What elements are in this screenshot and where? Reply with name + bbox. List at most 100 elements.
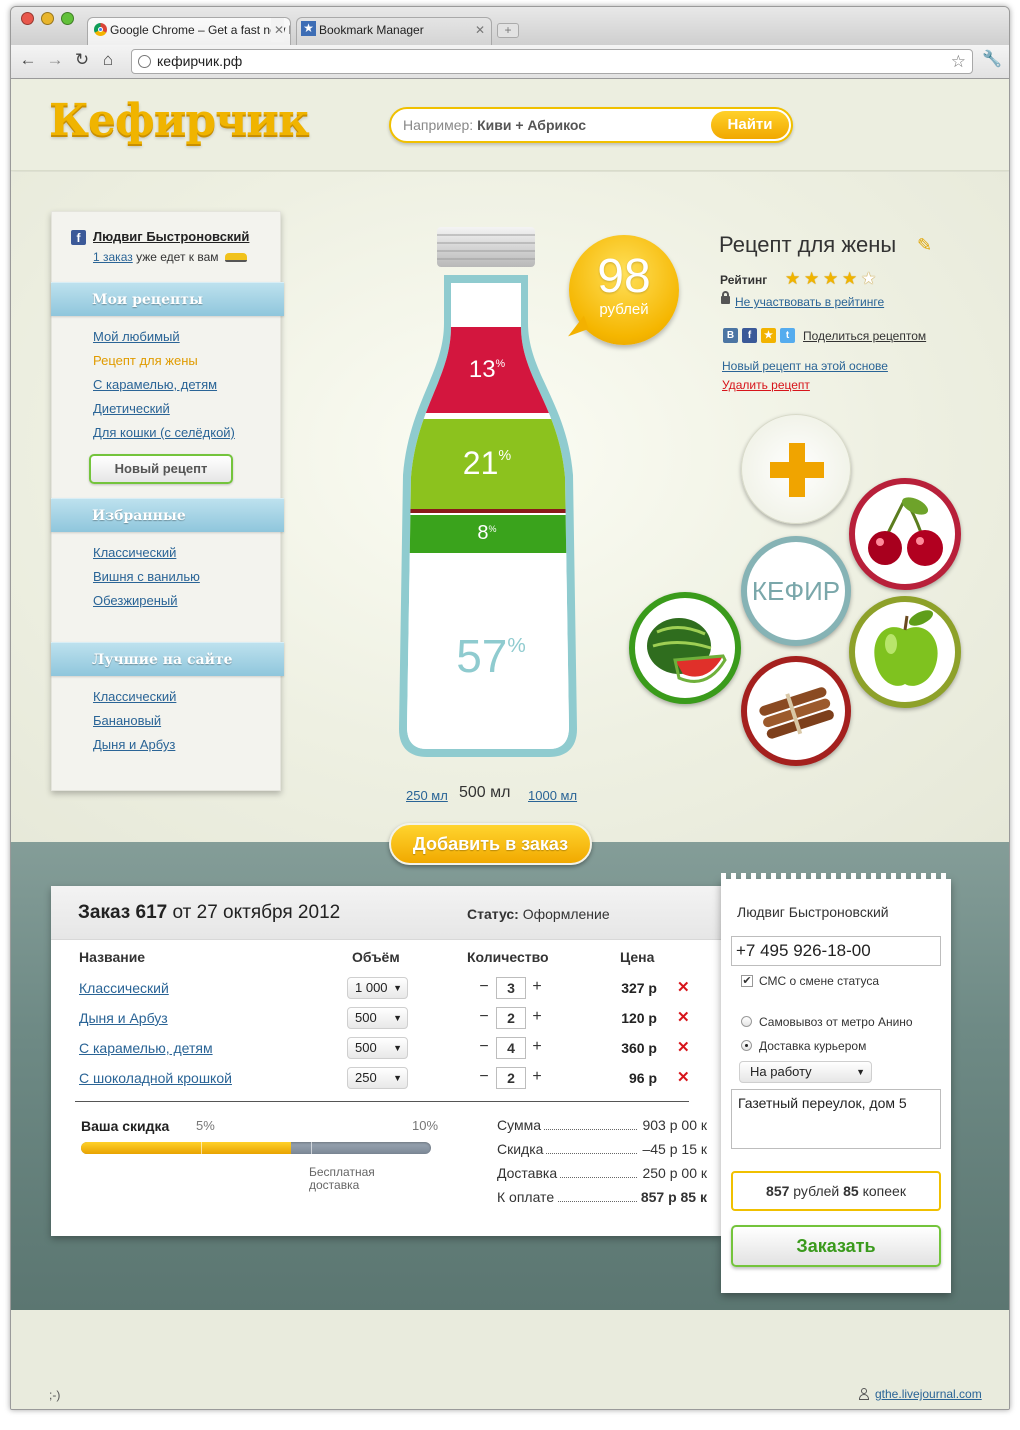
reload-icon[interactable]: ↻ (74, 50, 90, 69)
user-name[interactable]: Людвиг Быстроновский (93, 229, 250, 244)
vk-icon[interactable]: B (723, 328, 738, 343)
close-window-button[interactable] (21, 12, 34, 25)
close-tab-icon[interactable]: ✕ (474, 23, 485, 37)
sms-label: СМС о смене статуса (759, 974, 880, 988)
plus-button[interactable]: + (532, 978, 542, 995)
remove-item-icon[interactable]: ✕ (677, 1039, 690, 1056)
new-based-recipe-link[interactable]: Новый рецепт на этой основе (722, 359, 888, 373)
quantity-value[interactable]: 2 (496, 1007, 526, 1029)
minus-button[interactable]: − (479, 1008, 489, 1025)
site-logo[interactable]: Кефирчик (49, 95, 310, 146)
home-icon[interactable]: ⌂ (102, 50, 114, 69)
no-rating-link[interactable]: Не участвовать в рейтинге (735, 295, 885, 309)
ingredient-cinnamon[interactable] (741, 656, 851, 766)
volume-select[interactable]: 250 ▼ (347, 1067, 408, 1089)
minus-button[interactable]: − (479, 978, 489, 995)
rating-star-icon[interactable]: ★ (804, 269, 820, 288)
minus-button[interactable]: − (479, 1068, 489, 1085)
ingredient-watermelon[interactable] (629, 592, 741, 704)
new-tab-button[interactable]: + (497, 23, 519, 38)
dropdown-arrow-icon: ▼ (393, 1043, 402, 1053)
wrench-icon[interactable]: 🔧 (982, 51, 1002, 68)
order-item-name[interactable]: Дыня и Арбуз (79, 1010, 168, 1026)
volume-select[interactable]: 500 ▼ (347, 1037, 408, 1059)
sidebar-item-my-recipe[interactable]: Мой любимый (93, 329, 180, 344)
watermelon-icon (647, 618, 727, 683)
favorite-star-icon[interactable]: ★ (761, 328, 776, 343)
edit-pencil-icon[interactable]: ✎ (917, 235, 933, 255)
twitter-icon[interactable]: t (780, 328, 795, 343)
close-tab-icon[interactable]: ✕ (270, 18, 284, 42)
column-name: Название (79, 949, 146, 965)
chrome-logo-icon (94, 23, 107, 36)
facebook-share-icon[interactable]: f (742, 328, 757, 343)
order-row: С карамелью, детям 500 ▼ −4 +360 р ✕ (51, 1034, 721, 1064)
plus-button[interactable]: + (532, 1038, 542, 1055)
order-link[interactable]: 1 заказ (93, 250, 133, 264)
minimize-window-button[interactable] (41, 12, 54, 25)
minus-button[interactable]: − (479, 1038, 489, 1055)
volume-select[interactable]: 500 ▼ (347, 1007, 408, 1029)
volume-select[interactable]: 1 000 ▼ (347, 977, 408, 999)
size-option-1000[interactable]: 1000 мл (528, 788, 578, 803)
browser-toolbar: ← → ↻ ⌂ кефирчик.рф ☆ 🔧 (11, 45, 1009, 79)
quantity-value[interactable]: 3 (496, 977, 526, 999)
sidebar-item-favorite[interactable]: Классический (93, 545, 177, 560)
order-item-name[interactable]: С карамелью, детям (79, 1040, 213, 1056)
share-recipe-link[interactable]: Поделиться рецептом (803, 329, 927, 343)
delete-recipe-link[interactable]: Удалить рецепт (722, 378, 810, 392)
kefir-base: КЕФИР (741, 536, 851, 646)
add-ingredient-button[interactable] (741, 414, 851, 524)
plus-button[interactable]: + (532, 1068, 542, 1085)
remove-item-icon[interactable]: ✕ (677, 1069, 690, 1086)
tab-google-chrome[interactable]: Google Chrome – Get a fast new browser. … (87, 17, 291, 45)
sidebar-item-best[interactable]: Классический (93, 689, 177, 704)
search-button[interactable]: Найти (711, 111, 789, 139)
discount-progress-bar (81, 1142, 431, 1154)
ingredient-cherry[interactable] (849, 478, 961, 590)
order-item-name[interactable]: Классический (79, 980, 169, 996)
sidebar-item-best[interactable]: Банановый (93, 713, 162, 728)
sidebar-item-favorite[interactable]: Вишня с ванилью (93, 569, 200, 584)
sidebar-item-favorite[interactable]: Обезжиреный (93, 593, 178, 608)
zoom-window-button[interactable] (61, 12, 74, 25)
size-option-250[interactable]: 250 мл (406, 788, 448, 803)
back-arrow-icon[interactable]: ← (19, 50, 37, 69)
forward-arrow-icon[interactable]: → (46, 50, 64, 69)
remove-item-icon[interactable]: ✕ (677, 979, 690, 996)
sidebar-item-my-recipe[interactable]: Диетический (93, 401, 170, 416)
rating-star-icon[interactable]: ★ (861, 269, 877, 288)
address-bar[interactable]: кефирчик.рф ☆ (131, 49, 973, 74)
price-value: 98 (597, 250, 651, 303)
sms-checkbox[interactable]: ✔ (741, 975, 753, 987)
quantity-value[interactable]: 4 (496, 1037, 526, 1059)
rating-star-icon[interactable]: ★ (785, 269, 801, 288)
courier-radio[interactable] (741, 1040, 752, 1051)
percent-sign: % (488, 523, 497, 534)
sidebar-item-my-recipe[interactable]: С карамелью, детям (93, 377, 218, 392)
sidebar-item-my-recipe[interactable]: Рецепт для жены (93, 353, 198, 368)
tab-bookmark-manager[interactable]: ★ Bookmark Manager ✕ (296, 17, 492, 45)
search-box[interactable]: Например: Киви + Абрикос Найти (389, 107, 793, 143)
quantity-value[interactable]: 2 (496, 1067, 526, 1089)
size-option-500[interactable]: 500 мл (459, 784, 511, 801)
destination-select[interactable]: На работу ▼ (739, 1061, 872, 1083)
add-to-order-button[interactable]: Добавить в заказ (389, 823, 592, 865)
cinnamon-icon (759, 687, 834, 739)
order-item-name[interactable]: С шоколадной крошкой (79, 1070, 232, 1086)
user-icon (859, 1388, 869, 1400)
submit-order-button[interactable]: Заказать (731, 1225, 941, 1267)
sidebar-item-best[interactable]: Дыня и Арбуз (93, 737, 176, 752)
ingredient-apple[interactable] (849, 596, 961, 708)
rating-star-icon[interactable]: ★ (842, 269, 858, 288)
address-field[interactable]: Газетный переулок, дом 5 (731, 1089, 941, 1149)
phone-field[interactable]: +7 495 926-18-00 (731, 936, 941, 966)
rating-star-icon[interactable]: ★ (823, 269, 839, 288)
remove-item-icon[interactable]: ✕ (677, 1009, 690, 1026)
credit-link[interactable]: gthe.livejournal.com (875, 1387, 982, 1401)
pickup-radio[interactable] (741, 1016, 752, 1027)
new-recipe-button[interactable]: Новый рецепт (89, 454, 233, 484)
plus-button[interactable]: + (532, 1008, 542, 1025)
bookmark-star-icon[interactable]: ☆ (950, 52, 966, 71)
sidebar-item-my-recipe[interactable]: Для кошки (с селёдкой) (93, 425, 235, 440)
